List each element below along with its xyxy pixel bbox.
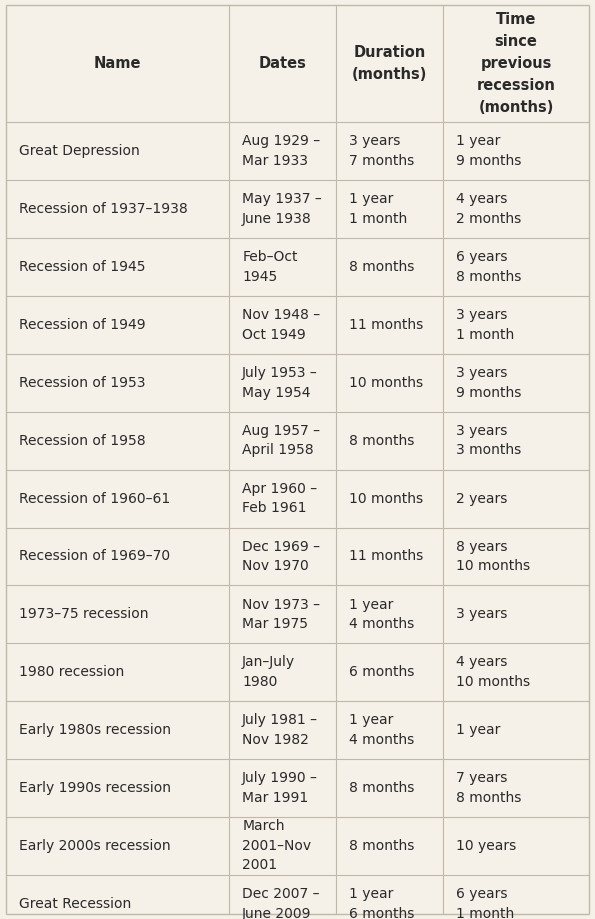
Text: 8 years
10 months: 8 years 10 months (456, 539, 531, 573)
Text: 1 year
4 months: 1 year 4 months (349, 597, 415, 631)
Text: 11 months: 11 months (349, 550, 424, 563)
Text: Time
since
previous
recession
(months): Time since previous recession (months) (477, 12, 556, 115)
Text: Dec 1969 –
Nov 1970: Dec 1969 – Nov 1970 (242, 539, 320, 573)
Text: 3 years
1 month: 3 years 1 month (456, 308, 515, 342)
Text: 8 months: 8 months (349, 839, 415, 853)
Text: 6 months: 6 months (349, 665, 415, 679)
Text: Apr 1960 –
Feb 1961: Apr 1960 – Feb 1961 (242, 482, 317, 516)
Text: 10 years: 10 years (456, 839, 516, 853)
Text: 10 months: 10 months (349, 376, 424, 390)
Text: 10 months: 10 months (349, 492, 424, 505)
Text: Dec 2007 –
June 2009: Dec 2007 – June 2009 (242, 887, 320, 919)
Text: Recession of 1937–1938: Recession of 1937–1938 (19, 202, 188, 216)
Text: July 1953 –
May 1954: July 1953 – May 1954 (242, 366, 318, 400)
Text: Name: Name (94, 56, 141, 71)
Text: Recession of 1945: Recession of 1945 (19, 260, 146, 274)
Text: 3 years: 3 years (456, 607, 508, 621)
Text: Dates: Dates (259, 56, 306, 71)
Text: 1980 recession: 1980 recession (19, 665, 124, 679)
Text: 1 year
9 months: 1 year 9 months (456, 134, 522, 168)
Text: 1973–75 recession: 1973–75 recession (19, 607, 149, 621)
Text: Early 1990s recession: Early 1990s recession (19, 781, 171, 795)
Text: Early 2000s recession: Early 2000s recession (19, 839, 171, 853)
Text: 8 months: 8 months (349, 260, 415, 274)
Text: May 1937 –
June 1938: May 1937 – June 1938 (242, 192, 322, 226)
Text: 4 years
10 months: 4 years 10 months (456, 655, 531, 689)
Text: Recession of 1949: Recession of 1949 (19, 318, 146, 332)
Text: Great Depression: Great Depression (19, 144, 140, 158)
Text: Recession of 1958: Recession of 1958 (19, 434, 146, 448)
Text: 6 years
8 months: 6 years 8 months (456, 250, 522, 284)
Text: Feb–Oct
1945: Feb–Oct 1945 (242, 250, 298, 284)
Text: July 1990 –
Mar 1991: July 1990 – Mar 1991 (242, 771, 318, 805)
Text: July 1981 –
Nov 1982: July 1981 – Nov 1982 (242, 713, 318, 747)
Text: Recession of 1969–70: Recession of 1969–70 (19, 550, 170, 563)
Text: 6 years
1 month: 6 years 1 month (456, 887, 515, 919)
Text: 3 years
9 months: 3 years 9 months (456, 366, 522, 400)
Text: Great Recession: Great Recession (19, 897, 131, 911)
Text: Recession of 1953: Recession of 1953 (19, 376, 146, 390)
Text: 7 years
8 months: 7 years 8 months (456, 771, 522, 805)
Text: Recession of 1960–61: Recession of 1960–61 (19, 492, 170, 505)
Text: Aug 1957 –
April 1958: Aug 1957 – April 1958 (242, 424, 320, 458)
Text: March
2001–Nov
2001: March 2001–Nov 2001 (242, 820, 311, 872)
Text: 11 months: 11 months (349, 318, 424, 332)
Text: 8 months: 8 months (349, 434, 415, 448)
Text: Jan–July
1980: Jan–July 1980 (242, 655, 295, 689)
Text: 1 year
6 months: 1 year 6 months (349, 887, 415, 919)
Text: 3 years
3 months: 3 years 3 months (456, 424, 522, 458)
Text: Nov 1973 –
Mar 1975: Nov 1973 – Mar 1975 (242, 597, 320, 631)
Text: 1 year: 1 year (456, 723, 501, 737)
Text: 1 year
1 month: 1 year 1 month (349, 192, 408, 226)
Text: 4 years
2 months: 4 years 2 months (456, 192, 522, 226)
Text: Early 1980s recession: Early 1980s recession (19, 723, 171, 737)
Text: 3 years
7 months: 3 years 7 months (349, 134, 415, 168)
Text: 8 months: 8 months (349, 781, 415, 795)
Text: Duration
(months): Duration (months) (352, 45, 427, 82)
Text: 2 years: 2 years (456, 492, 508, 505)
Text: Aug 1929 –
Mar 1933: Aug 1929 – Mar 1933 (242, 134, 320, 168)
Text: 1 year
4 months: 1 year 4 months (349, 713, 415, 747)
Text: Nov 1948 –
Oct 1949: Nov 1948 – Oct 1949 (242, 308, 320, 342)
